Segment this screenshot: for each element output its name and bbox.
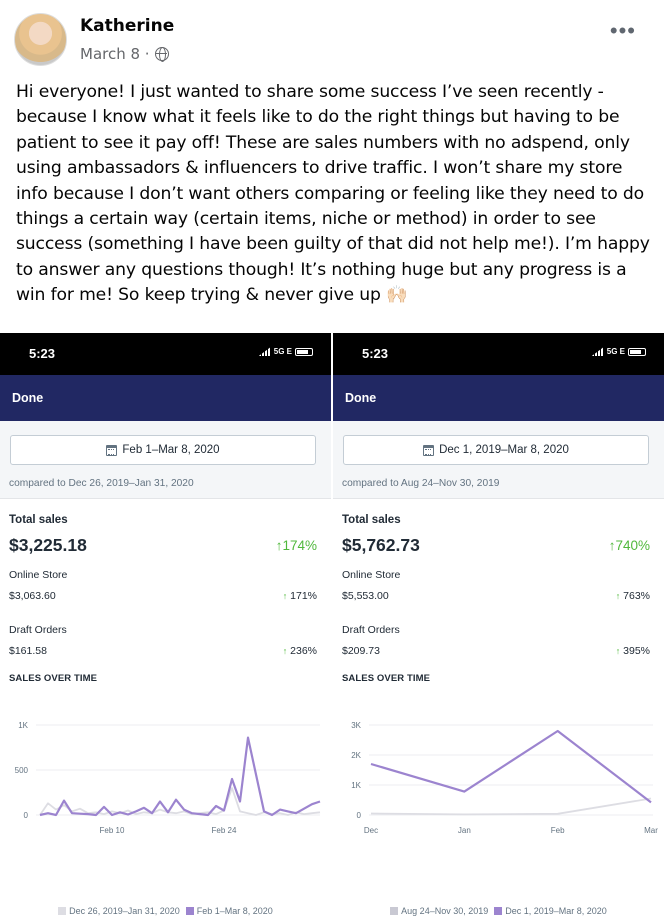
- calendar-icon: [106, 444, 118, 456]
- date-range-label: Feb 1–Mar 8, 2020: [122, 444, 220, 456]
- legend-swatch: [185, 907, 194, 915]
- x-tick-label: Feb: [551, 826, 565, 835]
- y-tick-label: 500: [15, 766, 29, 775]
- x-tick-label: Feb 24: [212, 826, 237, 835]
- post-header: Katherine March 8 · •••: [0, 0, 664, 74]
- status-bar: 5:23 5G E: [0, 333, 331, 375]
- total-sales-change: ↑174%: [275, 538, 317, 553]
- done-button[interactable]: Done: [12, 391, 44, 405]
- up-arrow-icon: ↑: [282, 646, 288, 656]
- x-tick-label: Dec: [364, 826, 378, 835]
- legend-item-previous: Aug 24–Nov 30, 2019: [390, 906, 488, 916]
- sales-stats: Total sales $3,225.18 ↑174% Online Store…: [0, 499, 331, 695]
- draft-orders-change: ↑ 236%: [282, 645, 317, 657]
- x-tick-label: Mar: [644, 826, 658, 835]
- legend-label: Dec 1, 2019–Mar 8, 2020: [505, 906, 607, 916]
- draft-orders-value: $209.73: [342, 645, 380, 657]
- signal-icon: [258, 347, 271, 356]
- status-icons: 5G E: [258, 347, 313, 356]
- screenshot-right: 5:23 5G E Done Dec 1, 2019–Mar 8, 2020 c…: [333, 333, 664, 922]
- legend-swatch: [58, 907, 67, 915]
- legend-swatch: [494, 907, 503, 915]
- more-options-icon[interactable]: •••: [609, 18, 636, 43]
- online-store-change: ↑ 171%: [282, 590, 317, 602]
- legend-label: Aug 24–Nov 30, 2019: [401, 906, 489, 916]
- y-tick-label: 1K: [18, 721, 28, 730]
- date-range-picker[interactable]: Feb 1–Mar 8, 2020: [10, 435, 316, 465]
- post-date[interactable]: March 8 ·: [80, 45, 150, 63]
- online-store-label: Online Store: [342, 569, 401, 581]
- legend-label: Feb 1–Mar 8, 2020: [196, 906, 273, 916]
- compared-label: compared to Dec 26, 2019–Jan 31, 2020: [9, 478, 194, 489]
- battery-icon: [628, 347, 646, 356]
- compared-label: compared to Aug 24–Nov 30, 2019: [342, 478, 500, 489]
- done-button[interactable]: Done: [345, 391, 377, 405]
- status-icons: 5G E: [591, 347, 646, 356]
- status-time: 5:23: [362, 346, 389, 361]
- online-store-label: Online Store: [9, 569, 68, 581]
- network-label: 5G E: [606, 347, 625, 356]
- x-tick-label: Feb 10: [100, 826, 125, 835]
- draft-orders-change: ↑ 395%: [615, 645, 650, 657]
- y-tick-label: 2K: [351, 751, 361, 760]
- total-sales-value: $3,225.18: [9, 535, 87, 555]
- date-range-panel: Dec 1, 2019–Mar 8, 2020 compared to Aug …: [333, 421, 664, 499]
- legend-item-current: Feb 1–Mar 8, 2020: [185, 906, 273, 916]
- calendar-icon: [423, 444, 435, 456]
- avatar[interactable]: [14, 13, 67, 66]
- date-range-panel: Feb 1–Mar 8, 2020 compared to Dec 26, 20…: [0, 421, 331, 499]
- sales-stats: Total sales $5,762.73 ↑740% Online Store…: [333, 499, 664, 695]
- screenshot-left: 5:23 5G E Done Feb 1–Mar 8, 2020 compare…: [0, 333, 331, 922]
- legend-label: Dec 26, 2019–Jan 31, 2020: [69, 906, 180, 916]
- up-arrow-icon: ↑: [615, 591, 621, 601]
- globe-icon: [154, 47, 169, 62]
- online-store-value: $5,553.00: [342, 590, 389, 602]
- y-tick-label: 0: [357, 811, 362, 820]
- post-text: Hi everyone! I just wanted to share some…: [16, 82, 650, 306]
- sales-chart: 0 1K 2K 3K Dec Jan Feb Mar: [351, 721, 658, 835]
- series-line-previous: [370, 797, 652, 816]
- total-sales-value: $5,762.73: [342, 535, 420, 555]
- x-tick-label: Jan: [458, 826, 471, 835]
- app-navbar: Done: [0, 375, 331, 421]
- signal-icon: [591, 347, 604, 356]
- date-range-picker[interactable]: Dec 1, 2019–Mar 8, 2020: [343, 435, 649, 465]
- sales-chart: 0 500 1K Feb 10 Feb 24: [15, 721, 321, 835]
- status-bar: 5:23 5G E: [333, 333, 664, 375]
- draft-orders-label: Draft Orders: [9, 624, 67, 636]
- date-range-label: Dec 1, 2019–Mar 8, 2020: [439, 444, 569, 456]
- series-line-current: [39, 736, 321, 817]
- y-tick-label: 1K: [351, 781, 361, 790]
- online-store-value: $3,063.60: [9, 590, 56, 602]
- network-label: 5G E: [273, 347, 292, 356]
- chart-legend: Dec 26, 2019–Jan 31, 2020 Feb 1–Mar 8, 2…: [0, 906, 331, 916]
- battery-icon: [295, 347, 313, 356]
- legend-item-previous: Dec 26, 2019–Jan 31, 2020: [58, 906, 180, 916]
- app-navbar: Done: [333, 375, 664, 421]
- draft-orders-value: $161.58: [9, 645, 47, 657]
- total-sales-label: Total sales: [342, 514, 401, 526]
- up-arrow-icon: ↑: [282, 591, 288, 601]
- y-tick-label: 0: [24, 811, 29, 820]
- status-time: 5:23: [29, 346, 56, 361]
- y-tick-label: 3K: [351, 721, 361, 730]
- post-meta: March 8 ·: [80, 45, 169, 63]
- legend-item-current: Dec 1, 2019–Mar 8, 2020: [494, 906, 607, 916]
- online-store-change: ↑ 763%: [615, 590, 650, 602]
- up-arrow-icon: ↑: [615, 646, 621, 656]
- draft-orders-label: Draft Orders: [342, 624, 400, 636]
- sales-over-time-title: SALES OVER TIME: [342, 673, 431, 684]
- author-name[interactable]: Katherine: [80, 16, 175, 36]
- total-sales-label: Total sales: [9, 514, 68, 526]
- total-sales-change: ↑740%: [608, 538, 650, 553]
- series-line-current: [370, 729, 652, 804]
- sales-over-time-title: SALES OVER TIME: [9, 673, 98, 684]
- chart-legend: Aug 24–Nov 30, 2019 Dec 1, 2019–Mar 8, 2…: [333, 906, 664, 916]
- legend-swatch: [390, 907, 399, 915]
